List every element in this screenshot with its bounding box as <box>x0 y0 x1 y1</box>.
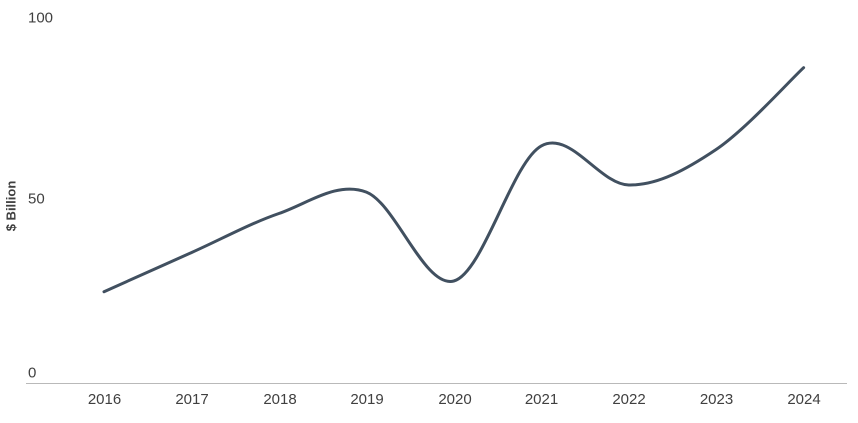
x-tick-2024: 2024 <box>787 391 821 408</box>
x-tick-2019: 2019 <box>350 391 384 408</box>
y-tick-0: 0 <box>28 364 37 382</box>
x-tick-2017: 2017 <box>175 391 209 408</box>
x-tick-2018: 2018 <box>263 391 297 408</box>
x-tick-2021: 2021 <box>524 391 559 408</box>
trend-line <box>102 66 806 294</box>
x-tick-2022: 2022 <box>612 391 646 408</box>
x-tick-2020: 2020 <box>438 391 472 408</box>
x-tick-2023: 2023 <box>699 391 734 408</box>
y-tick-100: 100 <box>28 9 54 27</box>
y-tick-50: 50 <box>28 190 45 208</box>
y-axis-title: $ Billion <box>3 180 19 232</box>
x-tick-2016: 2016 <box>87 391 122 408</box>
x-axis-line <box>26 383 847 384</box>
